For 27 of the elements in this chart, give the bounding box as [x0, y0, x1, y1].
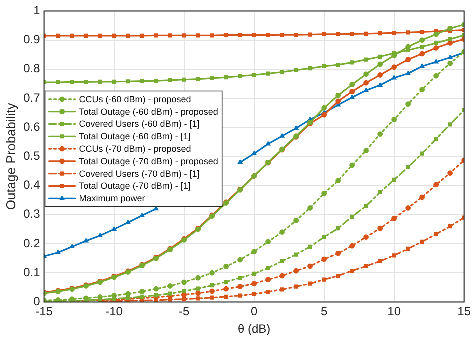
y-axis-title: Outage Probability: [3, 102, 18, 210]
x-tick-label: 5: [320, 304, 328, 319]
y-tick-label: 0.5: [24, 149, 41, 164]
y-tick-label: 0.2: [24, 236, 41, 250]
y-tick-label: 0.9: [24, 32, 41, 47]
legend-label: Total Outage (-70 dBm) - proposed: [79, 156, 218, 166]
legend-label: Covered Users (-60 dBm) - [1]: [79, 119, 200, 130]
y-tick-label: 0.8: [24, 62, 41, 76]
x-tick-label: 15: [458, 304, 472, 319]
legend-label: CCUs (-70 dBm) - proposed: [79, 144, 192, 154]
legend-label: CCUs (-60 dBm) - proposed: [79, 94, 192, 104]
x-tick-label: -10: [106, 304, 124, 319]
x-tick-label: -5: [178, 304, 190, 319]
legend-label: Maximum power: [79, 194, 146, 204]
legend-label: Total Outage (-60 dBm) - [1]: [79, 132, 191, 142]
legend-label: Total Outage (-70 dBm) - [1]: [79, 181, 191, 192]
legend-label: Covered Users (-70 dBm) - [1]: [79, 168, 200, 179]
legend-label: Total Outage (-60 dBm) - proposed: [79, 106, 218, 117]
x-axis-title: θ (dB): [238, 322, 271, 336]
y-tick-label: 0.4: [24, 178, 41, 192]
y-tick-label: 0.7: [24, 90, 41, 105]
y-tick-label: 1: [34, 4, 41, 18]
x-tick-label: 10: [388, 304, 402, 319]
y-tick-label: 0.1: [24, 265, 41, 280]
x-tick-label: 0: [250, 304, 258, 319]
y-tick-label: 0.6: [24, 120, 41, 134]
y-tick-label: 0.3: [24, 207, 41, 222]
